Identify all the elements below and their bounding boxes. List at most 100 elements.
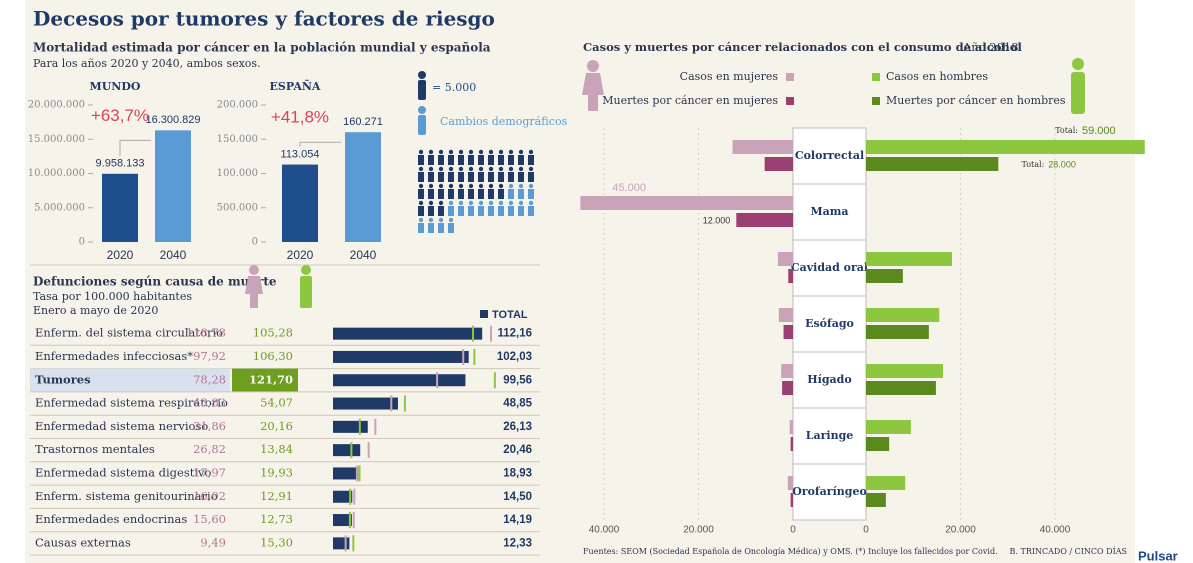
table-period: Enero a mayo de 2020 — [33, 304, 158, 317]
pictogram-head — [478, 166, 484, 172]
pictogram-head — [468, 149, 474, 155]
woman-icon — [245, 265, 263, 308]
men-value: 106,30 — [253, 349, 293, 363]
bar — [345, 132, 381, 242]
pictogram-head — [448, 166, 454, 172]
pictogram-body — [518, 172, 524, 182]
men-value: 20,16 — [260, 419, 293, 433]
pictogram-body — [438, 172, 444, 182]
y-tick-label: 5.000.000 — [34, 202, 85, 213]
women-value: 31,86 — [193, 419, 226, 433]
bar — [866, 325, 929, 339]
pictogram-body — [428, 172, 434, 182]
growth-arrow — [299, 141, 341, 147]
pictogram-head — [528, 149, 534, 155]
total-value: 99,56 — [503, 374, 532, 386]
legend-label: Casos en mujeres — [680, 70, 779, 83]
pictogram-head — [468, 166, 474, 172]
pictogram-body — [528, 172, 534, 182]
women-value: 97,92 — [193, 349, 226, 363]
total-value: 12,33 — [503, 537, 532, 549]
pictogram-head — [428, 149, 434, 155]
pictogram-body — [508, 172, 514, 182]
pictogram-head — [418, 166, 424, 172]
growth-annotation: +63,7% — [91, 106, 149, 125]
pictogram-head — [418, 217, 424, 223]
subtitle: Mortalidad estimada por cáncer en la pob… — [33, 41, 491, 55]
legend-label: Casos en hombres — [886, 70, 988, 83]
pictogram-body — [528, 155, 534, 165]
bar — [781, 364, 793, 378]
pictogram-head — [488, 183, 494, 189]
pictogram-head — [458, 149, 464, 155]
pictogram-body — [518, 206, 524, 216]
x-tick-label: 0 — [790, 525, 796, 536]
pictogram-head — [508, 200, 514, 206]
women-value: 9,49 — [200, 535, 226, 549]
pictogram-head — [508, 149, 514, 155]
total-bar — [333, 374, 466, 387]
bar — [783, 325, 793, 339]
y-tick-label: 200.000 — [217, 100, 258, 111]
category-label: Mama — [810, 205, 848, 218]
value-label: 16.300.829 — [145, 114, 200, 126]
category-label: Colorrectal — [795, 149, 864, 162]
pictogram-body — [478, 206, 484, 216]
highlight-cell — [232, 368, 298, 392]
pictogram-body — [448, 189, 454, 199]
men-value: 15,30 — [260, 535, 293, 549]
highlight-row — [30, 368, 230, 392]
pictogram-head — [458, 183, 464, 189]
pictogram-head — [468, 183, 474, 189]
x-tick-label: 40.000 — [589, 525, 620, 536]
pictogram-head — [438, 166, 444, 172]
pictogram-head — [448, 183, 454, 189]
total-bar — [333, 397, 398, 410]
pictogram-head — [438, 217, 444, 223]
pictogram-body — [428, 206, 434, 216]
pictogram-head — [418, 183, 424, 189]
bar — [736, 213, 793, 227]
person-icon — [418, 71, 426, 100]
pictogram-body — [508, 155, 514, 165]
bar — [580, 196, 793, 210]
pictogram-body — [468, 172, 474, 182]
pictogram-head — [478, 149, 484, 155]
pictogram-body — [468, 189, 474, 199]
pictogram-body — [418, 155, 424, 165]
pictogram-head — [448, 217, 454, 223]
growth-arrow — [119, 139, 151, 156]
total-bar — [333, 537, 350, 550]
bar — [788, 269, 793, 283]
pictogram-body — [448, 223, 454, 233]
total-label: Total: — [1055, 126, 1078, 135]
pictogram-head — [428, 217, 434, 223]
bar — [866, 420, 911, 434]
women-value: 43,83 — [193, 396, 226, 410]
pulsar-button[interactable]: Pulsar — [1138, 548, 1178, 563]
total-value: 112,16 — [497, 328, 532, 340]
pictogram-body — [478, 172, 484, 182]
source: Fuentes: SEOM (Sociedad Española de Onco… — [583, 547, 998, 556]
value-label: 12.000 — [703, 215, 731, 225]
bar — [866, 437, 890, 451]
category-label: Cavidad oral — [791, 261, 868, 274]
legend-swatch — [786, 73, 794, 81]
x-tick-label: 2020 — [107, 248, 134, 262]
pictogram-head — [488, 200, 494, 206]
men-value: 13,84 — [260, 442, 293, 456]
pictogram-head — [498, 183, 504, 189]
women-value: 16,02 — [193, 489, 226, 503]
category-label: Orofaríngeo — [792, 485, 867, 498]
bar — [866, 269, 903, 283]
pictogram-head — [458, 200, 464, 206]
bar — [155, 130, 191, 242]
bar — [866, 381, 936, 395]
total-value: 102,03 — [497, 351, 532, 363]
y-tick-label: 100.000 — [217, 168, 258, 179]
bar — [866, 476, 906, 490]
pictogram-body — [468, 155, 474, 165]
pictogram-body — [478, 189, 484, 199]
table-subtitle: Tasa por 100.000 habitantes — [33, 290, 192, 303]
pictogram-head — [428, 166, 434, 172]
